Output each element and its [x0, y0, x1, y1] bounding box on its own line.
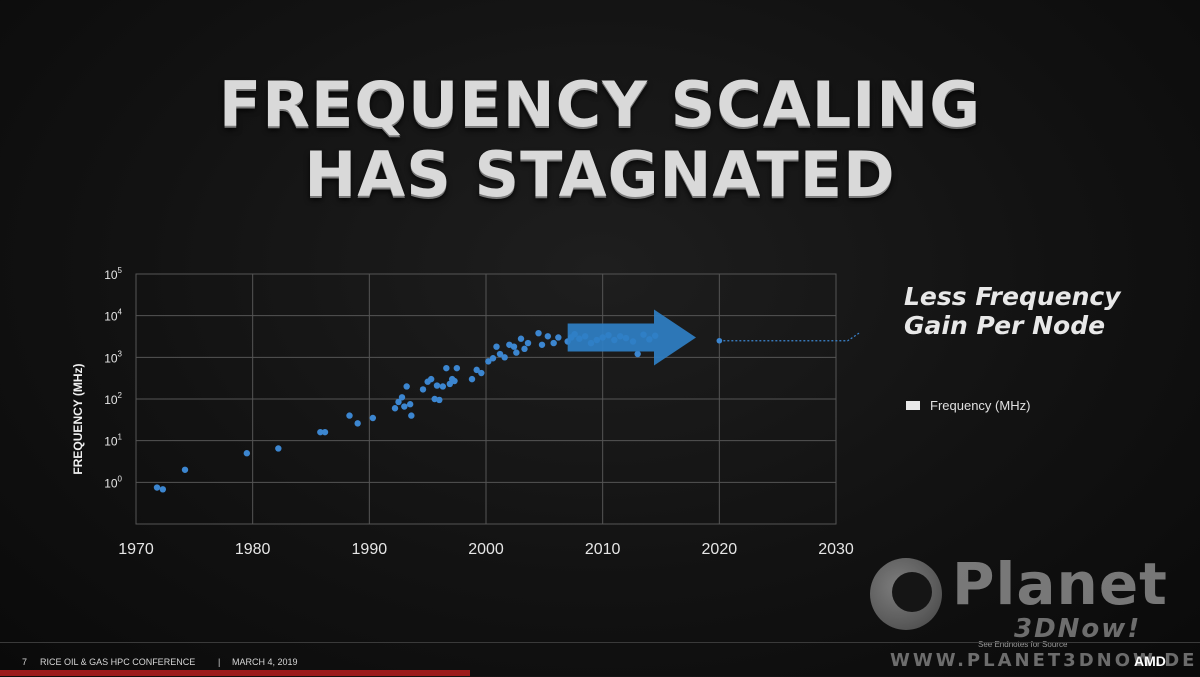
- data-point: [439, 383, 447, 390]
- slide-title: FREQUENCY SCALING HAS STAGNATED: [0, 70, 1200, 210]
- amd-logo: AMD: [1134, 653, 1166, 669]
- data-point: [153, 484, 161, 491]
- data-point: [489, 355, 497, 362]
- y-tick-label: 100: [104, 474, 122, 490]
- data-point: [513, 349, 520, 356]
- watermark: Planet 3DNow! WWW.PLANET3DNOW.DE: [866, 550, 1198, 671]
- watermark-brand: Planet: [952, 550, 1168, 618]
- data-point: [501, 354, 508, 361]
- x-tick-label: 1990: [352, 541, 388, 558]
- watermark-logo-icon: [870, 558, 942, 630]
- data-point: [538, 341, 546, 348]
- conference-date: MARCH 4, 2019: [232, 657, 298, 667]
- data-point: [346, 412, 353, 419]
- data-point: [159, 486, 167, 493]
- data-point: [496, 350, 504, 358]
- chart-legend: Frequency (MHz): [906, 398, 1030, 413]
- x-tick-label: 2030: [818, 541, 854, 558]
- data-point: [485, 358, 492, 365]
- data-point: [453, 364, 461, 372]
- data-point: [433, 382, 441, 389]
- data-point: [521, 345, 528, 353]
- annotation-line-2: Gain Per Node: [904, 311, 1106, 340]
- data-point: [369, 414, 377, 422]
- data-point: [419, 386, 427, 393]
- y-axis-label: FREQUENCY (MHz): [71, 363, 85, 474]
- data-point: [408, 412, 415, 419]
- data-point: [391, 405, 399, 412]
- data-point: [436, 396, 443, 404]
- slide-footer: 7 RICE OIL & GAS HPC CONFERENCE | MARCH …: [0, 642, 1200, 677]
- data-point: [427, 375, 435, 383]
- data-point: [354, 420, 361, 427]
- slide-number: 7: [22, 657, 28, 667]
- watermark-url: WWW.PLANET3DNOW.DE: [890, 650, 1198, 671]
- data-point: [321, 428, 329, 436]
- title-line-2: HAS STAGNATED: [304, 138, 896, 211]
- data-point: [275, 445, 282, 452]
- x-tick-label: 1980: [235, 541, 271, 558]
- source-note: See Endnotes for Source: [978, 640, 1068, 649]
- data-point: [395, 398, 402, 406]
- data-point: [550, 339, 557, 347]
- conference-name: RICE OIL & GAS HPC CONFERENCE: [40, 657, 196, 667]
- data-point: [524, 339, 532, 347]
- y-tick-label: 103: [104, 349, 122, 365]
- data-point: [446, 380, 454, 388]
- data-point: [473, 366, 480, 374]
- data-point: [181, 466, 189, 473]
- frequency-chart: 1970 1980 1990 2000 2010 2020 2030 105 104 103 102…: [71, 266, 860, 558]
- data-point: [468, 375, 476, 383]
- data-point: [544, 333, 552, 340]
- footer-accent-bar: [0, 670, 470, 676]
- y-tick-label: 101: [104, 433, 122, 449]
- data-point: [535, 329, 542, 337]
- trend-arrow: [567, 309, 696, 366]
- data-point: [555, 334, 562, 341]
- data-point: [478, 369, 485, 377]
- annotation-less-frequency: Less Frequency Gain Per Node: [904, 282, 1164, 340]
- projection-line: [719, 331, 860, 342]
- data-point: [510, 343, 518, 350]
- y-tick-label: 104: [104, 308, 122, 324]
- projection-start-point: [716, 337, 723, 344]
- y-tick-label: 102: [104, 391, 122, 407]
- data-point: [243, 450, 251, 457]
- data-point: [403, 383, 410, 390]
- title-line-1: FREQUENCY SCALING: [218, 68, 982, 141]
- y-tick-label: 105: [104, 266, 122, 282]
- watermark-sub: 3DNow!: [1014, 614, 1142, 644]
- legend-swatch: [906, 401, 920, 410]
- data-point: [451, 377, 458, 385]
- data-point: [398, 394, 406, 401]
- x-tick-label: 1970: [118, 541, 154, 558]
- data-point: [317, 428, 324, 436]
- data-point: [443, 364, 450, 372]
- data-point: [493, 343, 500, 350]
- data-point: [634, 350, 641, 358]
- data-point: [406, 401, 414, 408]
- data-point: [517, 335, 525, 342]
- legend-label: Frequency (MHz): [930, 398, 1031, 413]
- x-tick-label: 2000: [468, 541, 504, 558]
- x-tick-label: 2010: [585, 541, 621, 558]
- footer-separator: |: [218, 657, 221, 667]
- data-point: [401, 403, 408, 410]
- x-tick-label: 2020: [702, 541, 738, 558]
- annotation-line-1: Less Frequency: [904, 282, 1121, 311]
